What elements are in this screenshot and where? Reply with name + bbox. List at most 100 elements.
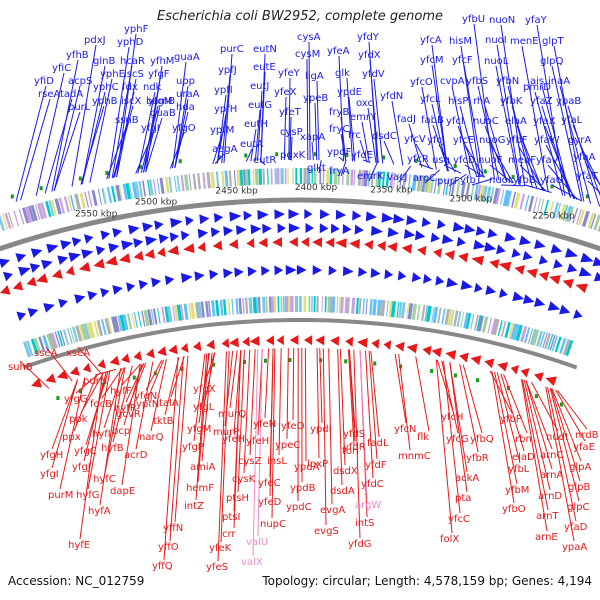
gene-label-minus: yfeH	[246, 436, 269, 447]
gene-leader-line	[193, 353, 206, 442]
gene-leader-line	[523, 379, 551, 491]
gene-leader-line	[269, 348, 274, 497]
gene-leader-line	[521, 379, 548, 532]
gene-leader-line	[163, 357, 179, 561]
gene-leader-line	[517, 144, 545, 191]
gene-label-minus: yfcG	[446, 434, 469, 445]
kbp-tick-labels: 2550 kbp 2500 kbp 2450 kbp 2400 kbp 2350 kbp…	[75, 183, 575, 222]
kbp-tick-label: 2350 kbp	[370, 186, 413, 196]
gene-label-plus: rhA	[473, 96, 490, 107]
gene-label-plus: ssnB	[115, 115, 139, 126]
gene-label-plus: fryA	[329, 166, 350, 177]
gene-label-plus: bamB	[146, 96, 175, 107]
gene-label-minus: yfeS	[206, 562, 228, 573]
gene-leader-line	[233, 350, 242, 529]
gene-leader-line	[503, 374, 528, 434]
gene-leader-line	[221, 74, 231, 164]
gene-label-plus: yfcO	[410, 77, 433, 88]
gene-leader-line	[44, 98, 73, 194]
gene-leader-line	[257, 348, 263, 537]
outer-feature-track	[0, 167, 600, 232]
gene-label-minus: yfeK	[209, 543, 232, 554]
gene-label-plus: purF	[437, 176, 460, 187]
gene-leader-line	[525, 380, 553, 470]
gene-leader-line	[471, 178, 493, 186]
gene-label-plus: ypfI	[214, 85, 233, 96]
gene-label-minus: intZ	[184, 501, 204, 512]
gene-label-minus: yfgI	[40, 469, 59, 480]
gene-leader-line	[408, 123, 423, 168]
gene-leader-line	[112, 365, 133, 443]
gene-leader-line	[249, 349, 256, 456]
gene-leader-line	[362, 159, 371, 163]
gene-label-plus: yfcL	[420, 94, 441, 105]
gene-leader-line	[448, 173, 467, 187]
gene-leader-line	[398, 354, 411, 451]
gene-label-plus: pdxK	[280, 150, 306, 161]
gene-label-minus: yfeD	[258, 497, 282, 508]
gene-label-minus: evgA	[320, 505, 345, 516]
gene-leader-line	[80, 372, 105, 414]
gene-leader-line	[584, 161, 600, 186]
gene-leader-line	[195, 353, 208, 501]
gene-leader-line	[147, 359, 165, 399]
gene-leader-line	[257, 90, 263, 161]
gene-leader-line	[216, 113, 227, 164]
gene-label-minus: purM	[48, 490, 73, 501]
gene-leader-line	[549, 387, 580, 502]
gene-label-minus: xseA	[66, 348, 90, 359]
gene-label-plus: yfaL	[561, 115, 583, 126]
gene-label-minus: sseA	[34, 348, 58, 359]
gene-leader-line	[547, 387, 577, 522]
gene-label-plus: usg	[432, 155, 450, 166]
gene-label-plus: frc	[348, 130, 361, 141]
gene-label-plus: fdx	[122, 82, 138, 93]
gene-label-minus: yfcH	[441, 412, 463, 423]
gene-leader-line	[391, 100, 404, 166]
gene-label-minus: arnC	[540, 450, 563, 461]
gene-label-plus: eutN	[253, 44, 277, 55]
gene-label-plus: yfaT	[576, 171, 599, 182]
gene-leader-line	[557, 390, 588, 430]
gene-label-minus: valX	[241, 557, 263, 568]
gene-label-plus: menF	[508, 155, 536, 166]
gene-leader-line	[212, 134, 223, 164]
gene-label-minus: cysZ	[238, 456, 262, 467]
gene-label-minus: yfeN	[253, 419, 276, 430]
gene-leader-line	[359, 350, 368, 500]
gene-label-minus: ptsI	[222, 512, 240, 523]
gene-label-minus: hyfG	[76, 490, 100, 501]
gene-leader-line	[288, 77, 291, 161]
gene-leader-line	[169, 132, 185, 169]
gene-label-plus: yfbT	[460, 175, 483, 186]
gene-label-plus: yfeA	[327, 46, 350, 57]
gene-leader-line	[214, 153, 225, 164]
gene-label-minus: mnmC	[398, 451, 431, 462]
gene-leader-line	[223, 53, 233, 163]
gene-label-minus: ppx	[62, 432, 81, 443]
gene-label-minus: yfbL	[508, 464, 530, 475]
gene-leader-line	[567, 105, 600, 207]
gene-label-minus: hyfA	[88, 506, 111, 517]
gene-label-minus: elaD	[512, 452, 535, 463]
gene-leader-line	[316, 80, 320, 161]
gene-leader-line	[51, 379, 79, 450]
gene-label-plus: yfdN	[380, 91, 403, 102]
gene-label-plus: yfaX	[533, 116, 556, 127]
gene-label-plus: yfcF	[452, 55, 473, 66]
gene-leader-line	[125, 363, 145, 403]
gene-label-plus: nuoI	[485, 35, 507, 46]
gene-label-plus: glnB	[93, 56, 115, 67]
gene-leader-line	[368, 162, 378, 182]
gene-label-plus: acpS	[68, 76, 92, 87]
gene-label-plus: yfdE	[351, 150, 373, 161]
gene-label-plus: tadA	[60, 89, 83, 100]
gene-label-plus: yphB	[92, 96, 118, 107]
gene-label-minus: arnA	[540, 470, 563, 481]
gene-leader-line	[220, 351, 230, 543]
gene-label-plus: nuoL	[484, 56, 509, 67]
gene-leader-line	[369, 59, 379, 164]
gene-label-plus: ligA	[305, 71, 324, 82]
gene-leader-line	[121, 363, 141, 386]
